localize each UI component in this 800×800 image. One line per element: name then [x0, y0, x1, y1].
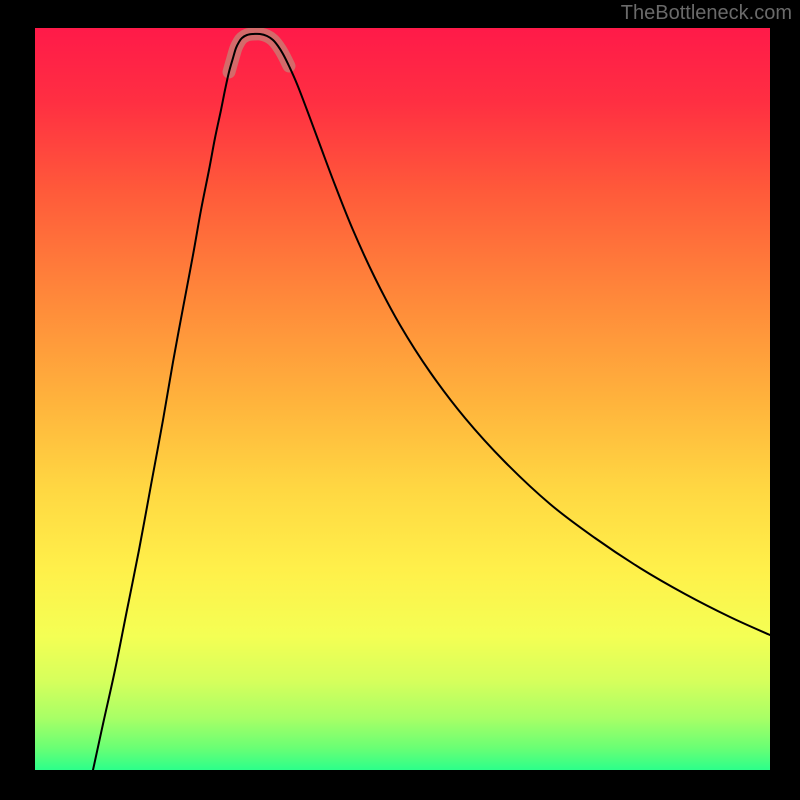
trough-band — [229, 34, 289, 72]
chart-container: TheBottleneck.com — [0, 0, 800, 800]
watermark-text: TheBottleneck.com — [621, 2, 792, 25]
curve-overlay — [35, 28, 770, 770]
bottleneck-curve — [93, 34, 770, 770]
plot-area — [35, 28, 770, 770]
